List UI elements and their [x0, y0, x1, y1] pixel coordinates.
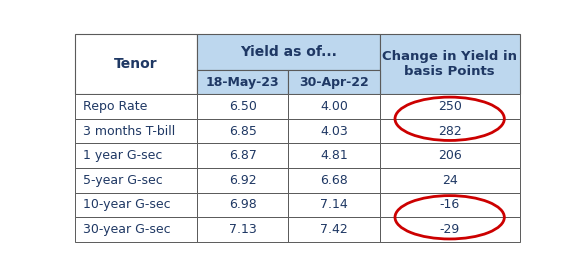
Bar — [379, 217, 520, 242]
Text: 10-year G-sec: 10-year G-sec — [83, 198, 171, 212]
Text: Repo Rate: Repo Rate — [83, 100, 147, 113]
Bar — [197, 193, 288, 217]
Bar — [75, 143, 197, 168]
Text: 7.14: 7.14 — [320, 198, 348, 212]
Bar — [197, 94, 288, 119]
Text: 6.50: 6.50 — [229, 100, 257, 113]
Text: Change in Yield in
basis Points: Change in Yield in basis Points — [382, 50, 517, 78]
Bar — [379, 143, 520, 168]
Text: 6.85: 6.85 — [229, 124, 257, 138]
Text: 18-May-23: 18-May-23 — [206, 76, 280, 89]
Text: 282: 282 — [438, 124, 462, 138]
Text: 7.13: 7.13 — [229, 223, 256, 236]
Bar — [288, 119, 379, 143]
Text: 4.81: 4.81 — [320, 149, 348, 162]
Text: -29: -29 — [440, 223, 460, 236]
Bar — [379, 94, 520, 119]
Text: 6.87: 6.87 — [229, 149, 257, 162]
Bar — [288, 70, 379, 94]
Bar — [75, 94, 197, 119]
Bar — [75, 217, 197, 242]
Text: 30-Apr-22: 30-Apr-22 — [299, 76, 369, 89]
Bar — [75, 168, 197, 193]
Bar — [288, 94, 379, 119]
Text: 1 year G-sec: 1 year G-sec — [83, 149, 162, 162]
Text: 7.42: 7.42 — [320, 223, 348, 236]
Bar — [379, 119, 520, 143]
Text: 5-year G-sec: 5-year G-sec — [83, 174, 162, 187]
Text: 6.98: 6.98 — [229, 198, 256, 212]
Text: 3 months T-bill: 3 months T-bill — [83, 124, 175, 138]
Bar — [288, 193, 379, 217]
Text: 206: 206 — [438, 149, 462, 162]
Bar — [75, 34, 197, 94]
Text: 4.03: 4.03 — [320, 124, 348, 138]
Text: Tenor: Tenor — [114, 57, 158, 71]
Bar — [75, 119, 197, 143]
Text: 30-year G-sec: 30-year G-sec — [83, 223, 171, 236]
Text: 4.00: 4.00 — [320, 100, 348, 113]
Bar — [288, 217, 379, 242]
Bar — [197, 34, 379, 70]
Bar — [75, 193, 197, 217]
Bar — [379, 193, 520, 217]
Text: 6.92: 6.92 — [229, 174, 256, 187]
Bar — [197, 143, 288, 168]
Text: Yield as of...: Yield as of... — [240, 45, 337, 59]
Bar — [288, 168, 379, 193]
Bar — [197, 217, 288, 242]
Text: 250: 250 — [438, 100, 462, 113]
Bar — [197, 119, 288, 143]
Bar — [197, 70, 288, 94]
Bar — [379, 34, 520, 94]
Text: -16: -16 — [440, 198, 460, 212]
Bar — [379, 168, 520, 193]
Bar — [288, 143, 379, 168]
Text: 24: 24 — [442, 174, 458, 187]
Text: 6.68: 6.68 — [320, 174, 348, 187]
Bar — [197, 168, 288, 193]
